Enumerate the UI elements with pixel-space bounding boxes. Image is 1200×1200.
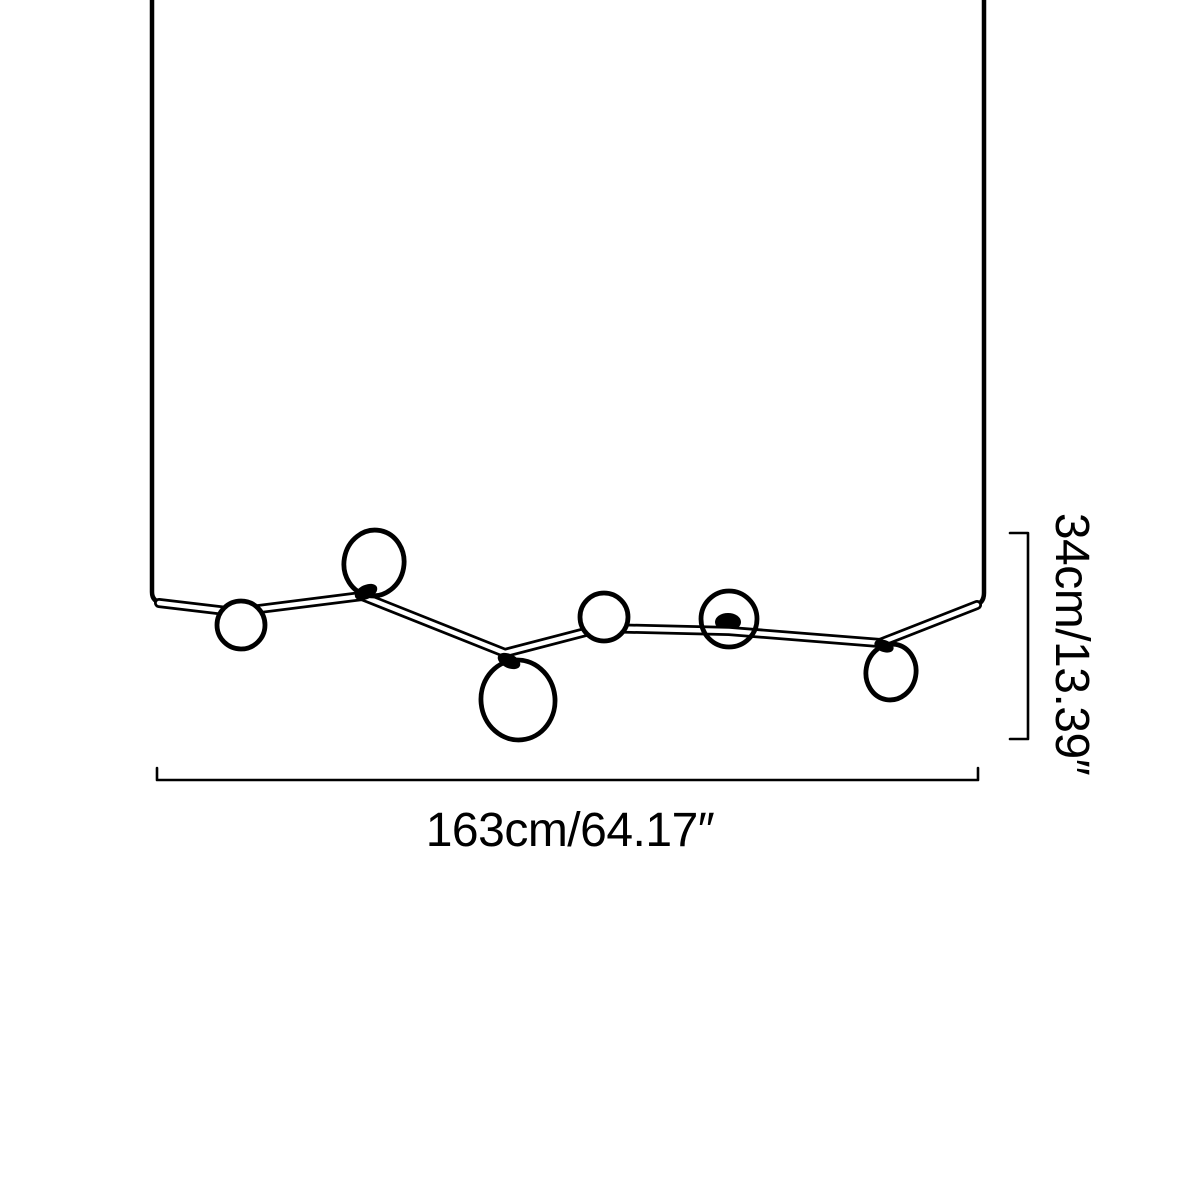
- width-dimension-label: 163cm/64.17″: [426, 804, 715, 857]
- glass-globe-6: [863, 641, 919, 703]
- height-dimension-bracket: [1008, 531, 1030, 741]
- glass-globe-3: [478, 657, 558, 743]
- glass-globe-4: [577, 590, 631, 644]
- width-dimension-line: [155, 766, 980, 782]
- suspension-cord-right: [970, 0, 987, 609]
- socket-joint-upper-globe: [354, 583, 378, 601]
- socket-joint-right-globe: [874, 639, 894, 653]
- suspension-cord-left: [149, 0, 166, 606]
- height-dimension-label: 34cm/13.39″: [1045, 513, 1098, 776]
- glass-globe-1: [214, 598, 268, 652]
- glass-globe-5: [698, 588, 760, 650]
- socket-joint-lower-globe: [497, 652, 521, 670]
